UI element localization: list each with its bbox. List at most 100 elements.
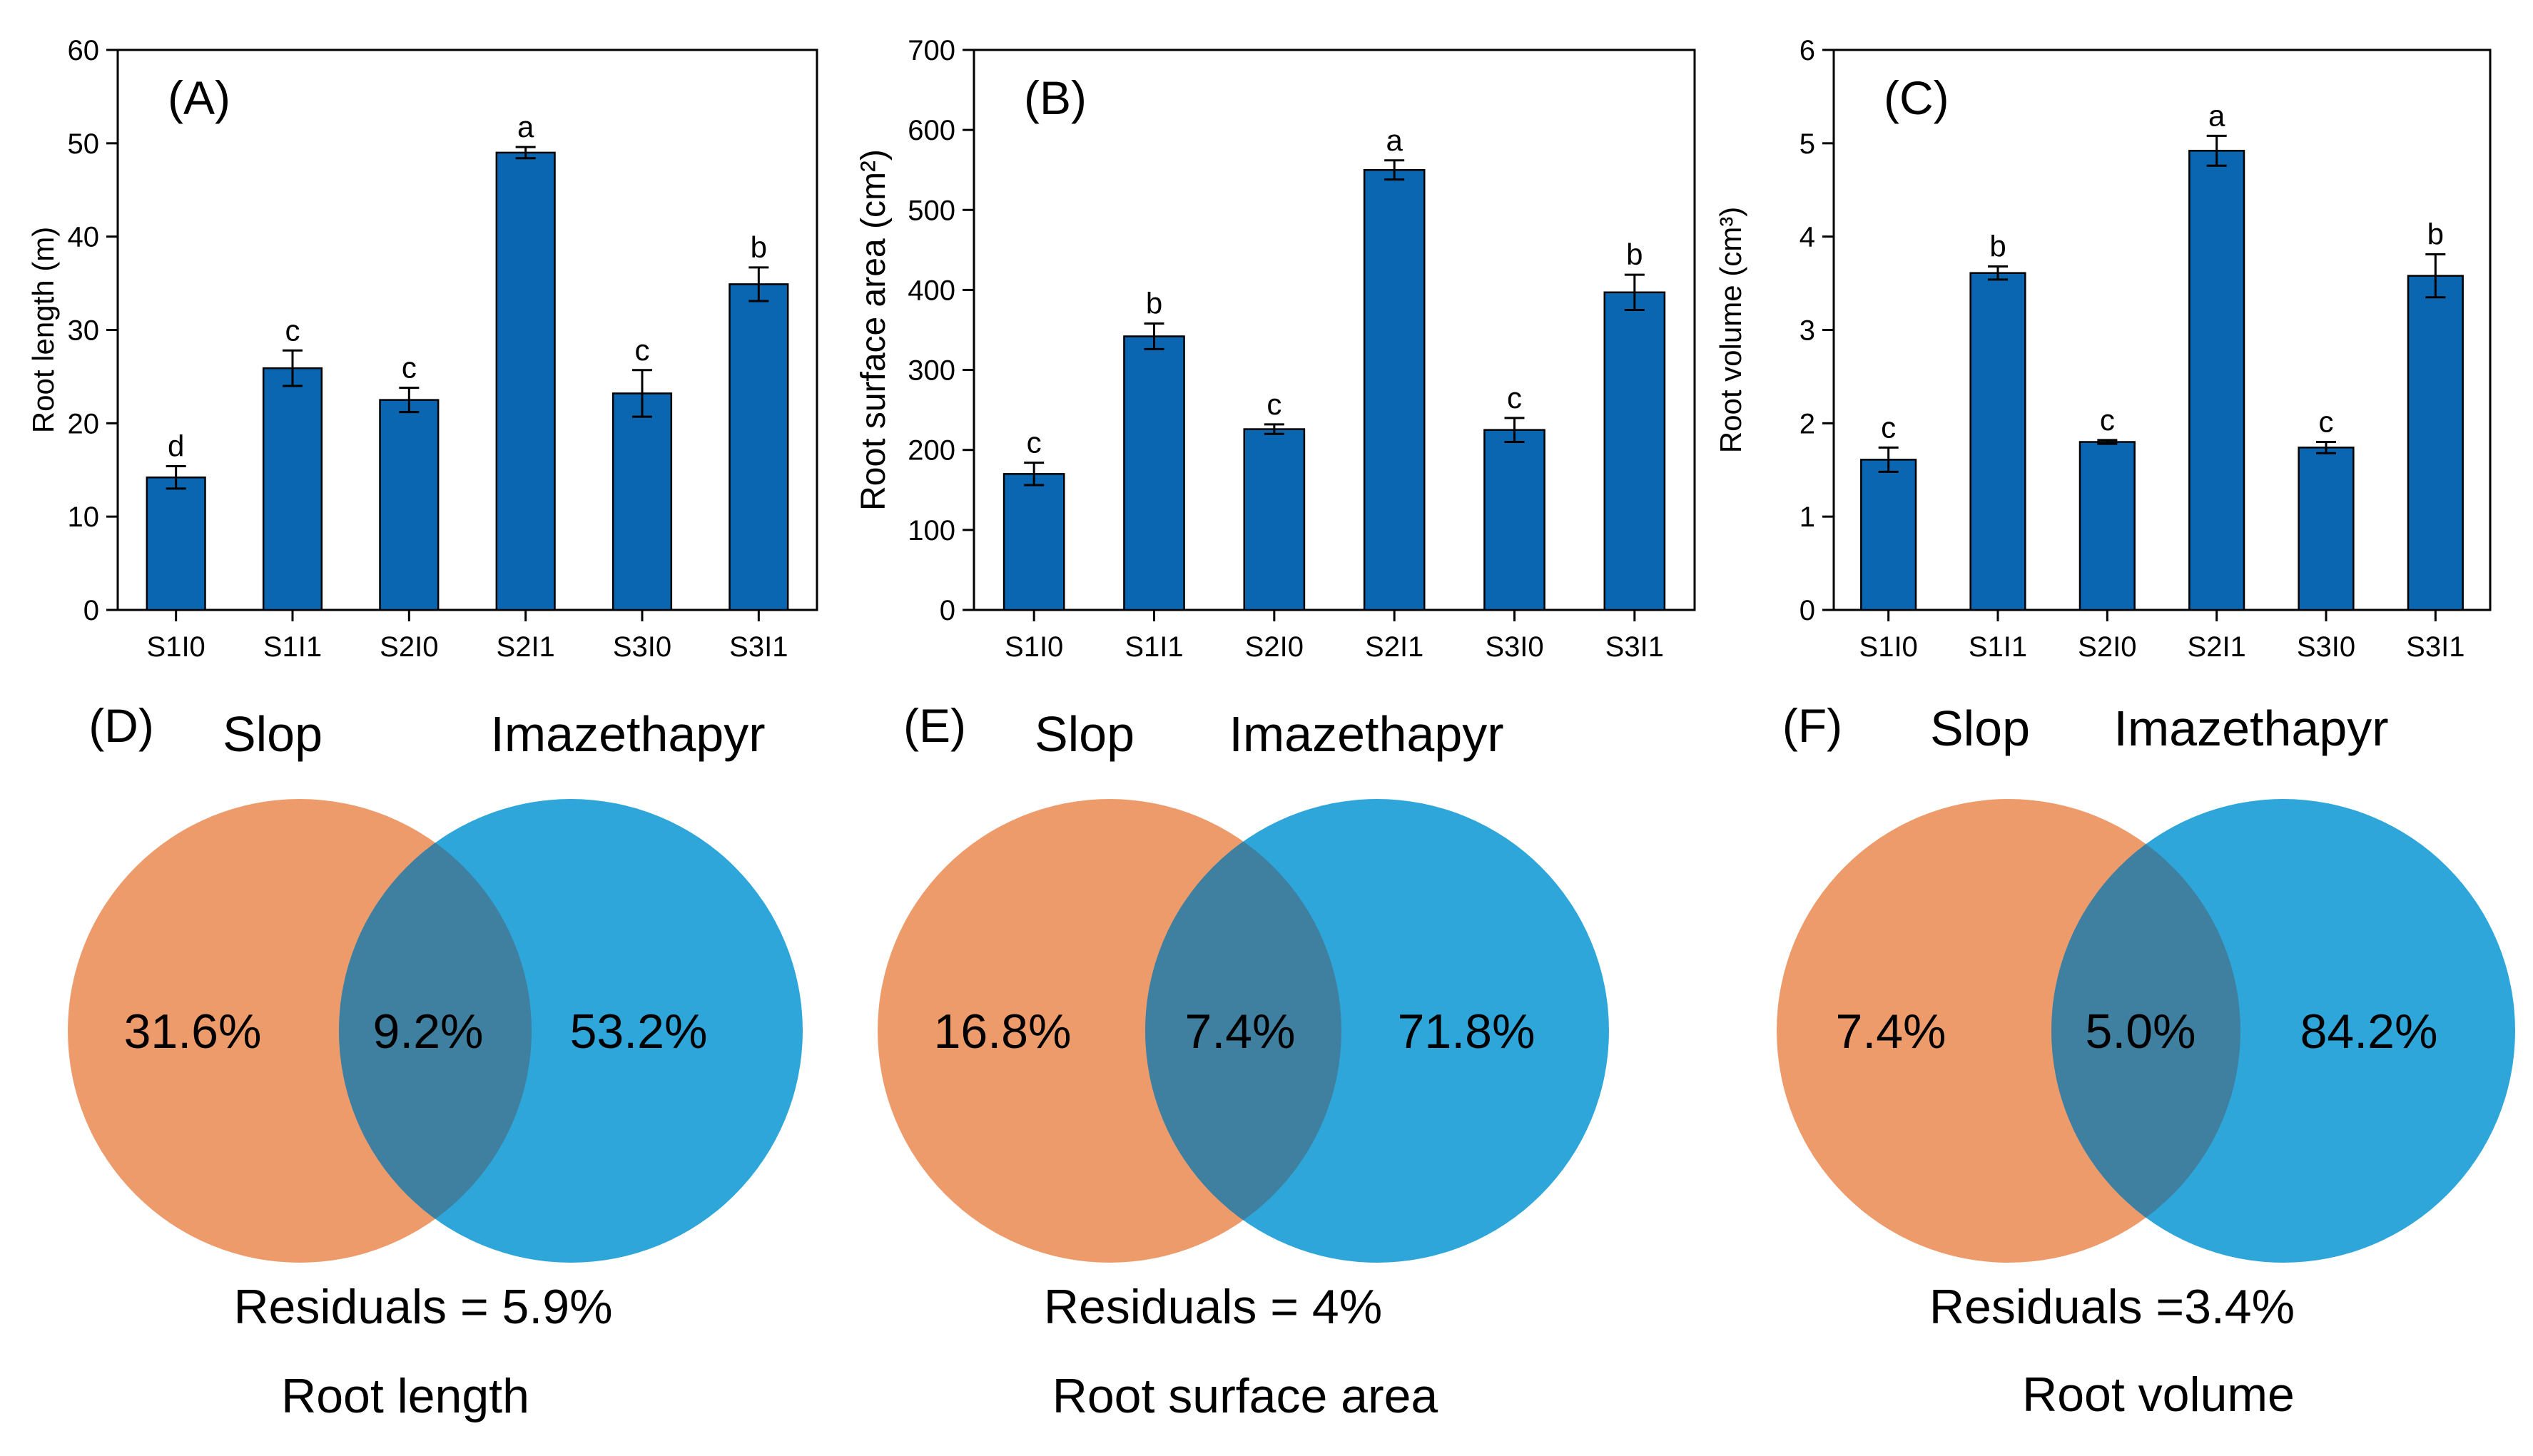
y-tick-label: 200 (908, 435, 955, 467)
significance-letter: c (635, 333, 650, 367)
bar (2407, 275, 2464, 611)
overlap-region (339, 799, 532, 1263)
y-axis-label: Root volume (cm³) (1714, 207, 1747, 453)
x-tick-label: S1I1 (263, 631, 322, 663)
y-tick-label: 10 (68, 502, 100, 533)
significance-letter: c (1881, 410, 1896, 444)
bar (1969, 272, 2026, 611)
y-tick-label: 4 (1800, 222, 1815, 253)
slope-label: Slop (1930, 701, 2030, 756)
y-axis-label: Root length (m) (26, 227, 60, 433)
significance-letter: d (168, 429, 184, 463)
venn-caption: Root volume (2022, 1368, 2295, 1422)
imazethapyr-only-value: 84.2% (2300, 1004, 2438, 1059)
bar (495, 151, 556, 611)
significance-letter: c (1507, 381, 1522, 414)
significance-letter: a (517, 110, 534, 143)
significance-letter: c (1027, 426, 1042, 459)
bar-chart-a: 0 10 20 30 40 50 60 Root length (m) d S1I0 c S1I1 c S… (26, 35, 818, 663)
y-tick-label: 400 (908, 275, 955, 306)
bar (2188, 150, 2245, 611)
x-tick-label: S3I0 (1485, 631, 1543, 663)
imazethapyr-only-value: 71.8% (1398, 1004, 1535, 1059)
bar (1002, 473, 1065, 611)
x-tick-label: S1I0 (1859, 631, 1918, 663)
x-tick-label: S2I1 (1365, 631, 1423, 663)
y-tick-label: 0 (940, 595, 955, 626)
x-tick-label: S3I1 (1605, 631, 1664, 663)
bar (1483, 429, 1545, 611)
overlap-value: 5.0% (2086, 1004, 2196, 1059)
y-tick-label: 6 (1800, 35, 1815, 66)
panel-label: (C) (1884, 71, 1949, 124)
y-axis-label: Root surface area (cm²) (855, 149, 893, 511)
bar (729, 283, 789, 611)
venn-diagram-f: (F) Slop Imazethapyr 7.4% 5.0% 84.2% Residuals… (1777, 699, 2515, 1422)
bar (1860, 459, 1917, 611)
x-tick-label: S2I1 (497, 631, 555, 663)
bar (146, 476, 206, 611)
bar (1603, 291, 1666, 611)
panel-label: (F) (1782, 699, 1842, 752)
significance-letter: b (751, 230, 767, 264)
y-tick-label: 300 (908, 355, 955, 387)
slope-only-value: 31.6% (124, 1004, 262, 1059)
x-tick-label: S1I1 (1969, 631, 2027, 663)
bar (2298, 447, 2355, 611)
x-tick-label: S3I0 (2297, 631, 2355, 663)
venn-caption: Root length (281, 1369, 529, 1423)
y-tick-label: 5 (1800, 128, 1815, 160)
significance-letter: c (2100, 403, 2115, 437)
x-tick-label: S2I1 (2188, 631, 2246, 663)
x-tick-label: S3I0 (613, 631, 671, 663)
x-tick-label: S1I0 (1005, 631, 1063, 663)
imazethapyr-only-value: 53.2% (570, 1004, 708, 1059)
x-tick-label: S2I0 (380, 631, 438, 663)
y-tick-label: 1 (1800, 502, 1815, 533)
significance-letter: b (1146, 287, 1162, 320)
y-tick-label: 600 (908, 115, 955, 146)
bar (262, 367, 323, 611)
panel-label: (E) (903, 699, 966, 752)
y-tick-label: 0 (1800, 595, 1815, 626)
y-tick-label: 100 (908, 515, 955, 546)
panel-label: (A) (168, 71, 230, 124)
slope-label: Slop (223, 706, 323, 762)
plot-frame (1832, 49, 2492, 611)
significance-letter: c (402, 351, 417, 385)
residuals-text: Residuals =3.4% (1929, 1280, 2295, 1334)
bar (1243, 428, 1306, 611)
x-tick-label: S1I0 (147, 631, 205, 663)
imazethapyr-label: Imazethapyr (2113, 701, 2388, 756)
y-tick-label: 3 (1800, 315, 1815, 347)
bar (2078, 441, 2136, 611)
venn-caption: Root surface area (1052, 1369, 1438, 1423)
plot-frame (116, 49, 818, 611)
panel-label: (D) (88, 699, 154, 752)
y-tick-label: 50 (68, 128, 100, 160)
panel-label: (B) (1024, 71, 1087, 124)
overlap-region (1145, 799, 1341, 1263)
significance-letter: a (2208, 98, 2225, 132)
x-tick-label: S2I0 (1245, 631, 1304, 663)
y-tick-label: 30 (68, 315, 100, 347)
slope-label: Slop (1035, 706, 1134, 762)
significance-letter: b (2427, 218, 2444, 251)
bar (1363, 168, 1426, 611)
x-tick-label: S1I1 (1125, 631, 1183, 663)
significance-letter: c (2319, 405, 2334, 439)
imazethapyr-label: Imazethapyr (1229, 706, 1503, 762)
significance-letter: b (1626, 238, 1643, 271)
y-tick-label: 500 (908, 195, 955, 226)
significance-letter: c (285, 313, 300, 347)
y-tick-label: 0 (83, 595, 99, 626)
overlap-value: 7.4% (1185, 1004, 1296, 1059)
bar-chart-b: 0 100 200 300 400 500 600 700 Root surface area … (855, 35, 1696, 663)
y-tick-label: 40 (68, 222, 100, 253)
x-tick-label: S3I1 (2406, 631, 2465, 663)
venn-diagram-e: (E) Slop Imazethapyr 16.8% 7.4% 71.8% Residual… (878, 699, 1609, 1423)
residuals-text: Residuals = 4% (1044, 1280, 1382, 1334)
y-tick-label: 700 (908, 35, 955, 66)
y-tick-label: 60 (68, 35, 100, 66)
y-tick-label: 2 (1800, 408, 1815, 439)
